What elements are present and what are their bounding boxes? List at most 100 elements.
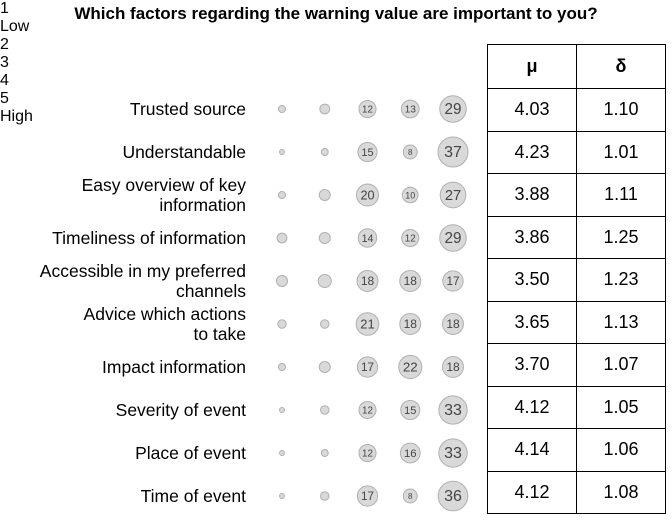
stats-row: 3.86 1.25 — [487, 215, 666, 259]
bubble — [355, 183, 380, 207]
stats-cell: 1.01 — [576, 130, 666, 174]
bubble-label: 18 — [361, 274, 375, 288]
bubble — [319, 405, 330, 415]
bubble — [278, 191, 286, 199]
bubble — [276, 232, 288, 244]
stats-cell: 1.05 — [576, 385, 666, 429]
bubble — [275, 274, 289, 288]
bubble — [319, 491, 330, 501]
bubble — [437, 480, 469, 512]
stats-cell: 1.07 — [576, 343, 666, 387]
bubble — [318, 360, 331, 374]
x-sublabel: Low — [0, 18, 30, 35]
bubble-label: 13 — [405, 105, 417, 116]
bubble — [401, 186, 419, 204]
row-label: Advice which actions to take — [83, 304, 246, 344]
bubble — [438, 395, 468, 425]
bubble — [279, 149, 285, 155]
bubble — [355, 312, 380, 336]
row-label: Timeliness of information — [52, 228, 246, 248]
bubble — [398, 354, 423, 380]
stats-row: 4.12 1.08 — [487, 470, 666, 514]
stats-row: 4.12 1.05 — [487, 385, 666, 429]
stats-cell: 1.23 — [576, 258, 666, 302]
bubble — [399, 442, 421, 464]
bubble — [402, 144, 418, 160]
bubble-label: 18 — [446, 360, 460, 374]
x-tick-label: 2 — [0, 36, 9, 53]
bubble — [278, 105, 286, 113]
bubble — [439, 95, 467, 123]
stats-cell: 3.88 — [487, 173, 577, 217]
column-header: μ — [487, 44, 577, 89]
bubble — [319, 319, 330, 329]
bubble-label: 29 — [445, 101, 462, 118]
bubble-label: 17 — [361, 361, 374, 374]
bubble — [402, 488, 418, 504]
bubble — [356, 356, 379, 378]
bubble-label: 33 — [444, 402, 462, 419]
bubble — [320, 148, 329, 156]
stats-cell: 1.08 — [576, 470, 666, 514]
stats-cell: 1.13 — [576, 300, 666, 344]
bubble — [356, 270, 379, 292]
stats-cell: 3.70 — [487, 343, 577, 387]
bubble — [357, 141, 378, 163]
bubble-label: 12 — [405, 234, 416, 245]
row-label: Accessible in my preferred channels — [39, 261, 246, 301]
row-label: Easy overview of key information — [81, 175, 246, 215]
bubble — [356, 485, 379, 507]
row-label: Place of event — [135, 443, 246, 463]
bubble-label: 16 — [404, 448, 417, 460]
stats-cell: 1.10 — [576, 88, 666, 132]
stats-cell: 4.14 — [487, 428, 577, 472]
x-tick-label: 3 — [0, 54, 9, 71]
bubble — [358, 400, 377, 420]
x-tick-label: 4 — [0, 72, 9, 89]
stats-row: 3.65 1.13 — [487, 300, 666, 344]
row-label: Impact information — [102, 357, 246, 377]
stats-cell: 4.23 — [487, 130, 577, 174]
bubble — [400, 399, 421, 421]
bubble — [279, 450, 285, 456]
bubble-label: 12 — [362, 449, 373, 460]
bubble — [438, 438, 468, 468]
stats-table: μ δ 4.03 1.10 4.23 1.01 3.88 1.11 3.86 1.25 3.50 1.… — [487, 44, 666, 514]
bubble — [399, 313, 422, 335]
row-label: Severity of event — [115, 400, 246, 420]
row-label: Trusted source — [129, 99, 246, 119]
bubble-label: 12 — [362, 406, 373, 417]
bubble — [439, 181, 467, 209]
bubble — [442, 270, 464, 292]
bubble — [357, 228, 378, 248]
bubble-label: 15 — [404, 405, 416, 417]
x-tick-label: 5 — [0, 90, 9, 107]
bubble — [439, 224, 467, 252]
stats-cell: 1.11 — [576, 173, 666, 217]
stats-cell: 3.65 — [487, 300, 577, 344]
bubble — [358, 443, 377, 463]
bubble — [320, 449, 329, 457]
bubble-label: 8 — [408, 492, 413, 501]
bubble — [442, 356, 464, 378]
bubble — [317, 273, 332, 289]
bubble-label: 18 — [446, 317, 460, 331]
bubble — [279, 493, 285, 499]
bubble-label: 37 — [444, 144, 462, 161]
x-tick-label: 1 — [0, 0, 9, 17]
bubble-label: 27 — [445, 188, 461, 204]
stats-cell: 1.25 — [576, 215, 666, 259]
bubble — [278, 363, 286, 371]
bubble-label: 20 — [360, 188, 374, 202]
bubble — [442, 313, 464, 335]
chart-title: Which factors regarding the warning valu… — [74, 4, 598, 23]
bubble — [401, 228, 420, 248]
bubble-label: 33 — [444, 445, 462, 462]
bubble-label: 22 — [403, 360, 418, 375]
bubble — [319, 103, 331, 115]
bubble — [437, 136, 469, 168]
stats-row: 3.50 1.23 — [487, 258, 666, 302]
stats-row: 3.88 1.11 — [487, 173, 666, 217]
